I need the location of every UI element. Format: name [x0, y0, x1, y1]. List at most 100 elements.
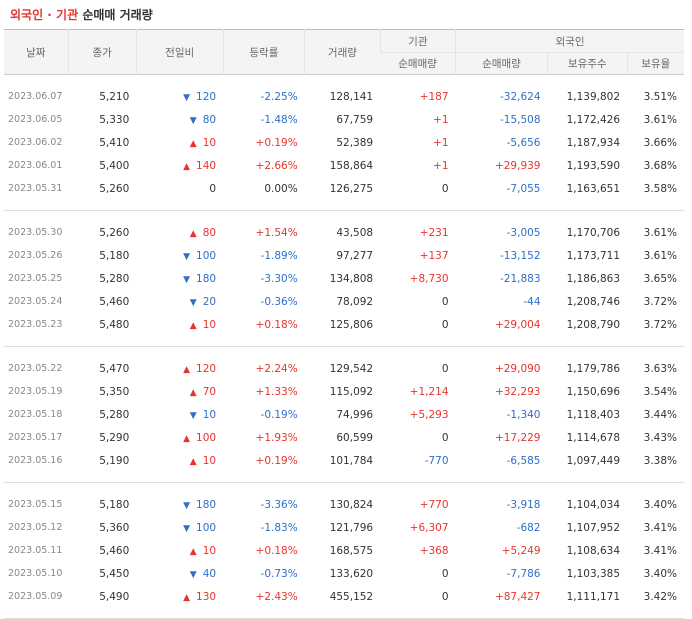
group-divider: [4, 336, 684, 347]
change-value: 10: [202, 454, 217, 467]
cell-date: 2023.06.07: [8, 91, 63, 102]
header-change: 전일비: [135, 29, 224, 75]
cell-change: ▲ 80: [136, 221, 223, 244]
cell-volume: 115,092: [329, 385, 374, 398]
cell-change: ▼ 100: [136, 516, 223, 539]
cell-inst-net: +231: [419, 226, 449, 239]
title-dot: ·: [43, 8, 57, 22]
cell-change: ▲ 100: [136, 426, 223, 449]
table-row: 2023.05.24 5,460 ▼ 20 -0.36% 78,092 0 -44 1,208,…: [4, 290, 684, 313]
cell-foreign-net: -7,055: [506, 182, 541, 195]
table-row: 2023.05.19 5,350 ▲ 70 +1.33% 115,092 +1,214 +32…: [4, 380, 684, 403]
cell-date: 2023.05.10: [8, 568, 63, 579]
cell-volume: 78,092: [336, 295, 374, 308]
change-value: 130: [196, 590, 217, 603]
header-foreign-net: 순매매량: [455, 52, 548, 75]
cell-foreign-ratio: 3.44%: [643, 408, 677, 421]
table-row: 2023.05.22 5,470 ▲ 120 +2.24% 129,542 0 +29,090…: [4, 357, 684, 380]
cell-inst-net: 0: [441, 182, 449, 195]
change-value: 100: [196, 431, 217, 444]
cell-close: 5,260: [99, 226, 130, 239]
change-value: 40: [202, 567, 217, 580]
arrow-down-icon: ▼: [183, 274, 191, 285]
cell-foreign-ratio: 3.54%: [643, 385, 677, 398]
table-row: 2023.05.16 5,190 ▲ 10 +0.19% 101,784 -770 -6,58…: [4, 449, 684, 472]
cell-foreign-ratio: 3.61%: [643, 249, 677, 262]
cell-foreign-net: +87,427: [494, 590, 541, 603]
cell-rate: +0.19%: [255, 454, 298, 467]
cell-foreign-hold: 1,170,706: [566, 226, 621, 239]
cell-volume: 74,996: [336, 408, 374, 421]
cell-inst-net: +770: [419, 498, 449, 511]
cell-foreign-ratio: 3.41%: [643, 521, 677, 534]
cell-foreign-net: +29,090: [494, 362, 541, 375]
cell-close: 5,490: [99, 590, 130, 603]
cell-date: 2023.06.02: [8, 137, 63, 148]
arrow-down-icon: ▼: [183, 500, 191, 511]
header-date: 날짜: [4, 29, 69, 75]
cell-rate: -1.83%: [260, 521, 298, 534]
cell-rate: +2.24%: [255, 362, 298, 375]
arrow-up-icon: ▲: [183, 161, 191, 172]
table-row: 2023.06.05 5,330 ▼ 80 -1.48% 67,759 +1 -15,508 1…: [4, 108, 684, 131]
header-foreign-hold: 보유주수: [547, 52, 628, 75]
group-divider: [4, 200, 684, 211]
cell-foreign-ratio: 3.65%: [643, 272, 677, 285]
cell-foreign-net: -15,508: [499, 113, 541, 126]
cell-change: ▼ 40: [136, 562, 223, 585]
cell-date: 2023.05.30: [8, 227, 63, 238]
arrow-up-icon: ▲: [183, 433, 191, 444]
cell-foreign-hold: 1,118,403: [566, 408, 621, 421]
cell-foreign-hold: 1,208,746: [566, 295, 621, 308]
table-row: 2023.05.26 5,180 ▼ 100 -1.89% 97,277 +137 -13,1…: [4, 244, 684, 267]
arrow-down-icon: ▼: [189, 297, 197, 308]
cell-foreign-net: +17,229: [494, 431, 541, 444]
cell-rate: +2.66%: [255, 159, 298, 172]
cell-change: ▲ 10: [136, 539, 223, 562]
cell-foreign-hold: 1,103,385: [566, 567, 621, 580]
cell-inst-net: +5,293: [409, 408, 449, 421]
cell-close: 5,410: [99, 136, 130, 149]
cell-inst-net: +137: [419, 249, 449, 262]
arrow-down-icon: ▼: [189, 115, 197, 126]
cell-date: 2023.05.24: [8, 296, 63, 307]
cell-date: 2023.05.25: [8, 273, 63, 284]
arrow-down-icon: ▼: [189, 569, 197, 580]
cell-foreign-ratio: 3.68%: [643, 159, 677, 172]
table-row: 2023.06.02 5,410 ▲ 10 +0.19% 52,389 +1 -5,656 1,…: [4, 131, 684, 154]
cell-rate: +0.19%: [255, 136, 298, 149]
cell-close: 5,290: [99, 431, 130, 444]
table-row: 2023.06.07 5,210 ▼ 120 -2.25% 128,141 +187 -32,…: [4, 85, 684, 108]
cell-foreign-net: -682: [516, 521, 541, 534]
table-row: 2023.05.30 5,260 ▲ 80 +1.54% 43,508 +231 -3,005…: [4, 221, 684, 244]
cell-volume: 158,864: [329, 159, 374, 172]
arrow-down-icon: ▼: [189, 410, 197, 421]
cell-change: ▼ 80: [136, 108, 223, 131]
cell-date: 2023.05.15: [8, 499, 63, 510]
change-value: 120: [196, 90, 217, 103]
cell-rate: +1.54%: [255, 226, 298, 239]
cell-foreign-ratio: 3.42%: [643, 590, 677, 603]
change-value: 70: [202, 385, 217, 398]
cell-foreign-ratio: 3.61%: [643, 113, 677, 126]
cell-change: ▼ 100: [136, 244, 223, 267]
cell-change: ▲ 140: [136, 154, 223, 177]
cell-date: 2023.06.01: [8, 160, 63, 171]
cell-inst-net: 0: [441, 362, 449, 375]
change-value: 20: [202, 295, 217, 308]
cell-volume: 101,784: [329, 454, 374, 467]
table-row: 2023.05.25 5,280 ▼ 180 -3.30% 134,808 +8,730 -2…: [4, 267, 684, 290]
cell-foreign-net: +5,249: [501, 544, 541, 557]
cell-change: 0: [136, 177, 223, 200]
cell-foreign-hold: 1,150,696: [566, 385, 621, 398]
cell-foreign-net: +29,939: [494, 159, 541, 172]
header-foreign: 외국인: [455, 29, 684, 53]
cell-volume: 125,806: [329, 318, 374, 331]
cell-foreign-ratio: 3.63%: [643, 362, 677, 375]
trading-table: 날짜 종가 전일비 등락률 거래량 기관 외국인 순매매량 순매매량 보유주수 …: [4, 29, 684, 619]
change-value: 120: [196, 362, 217, 375]
cell-foreign-hold: 1,104,034: [566, 498, 621, 511]
cell-rate: +1.93%: [255, 431, 298, 444]
cell-change: ▲ 10: [136, 131, 223, 154]
cell-volume: 52,389: [336, 136, 374, 149]
